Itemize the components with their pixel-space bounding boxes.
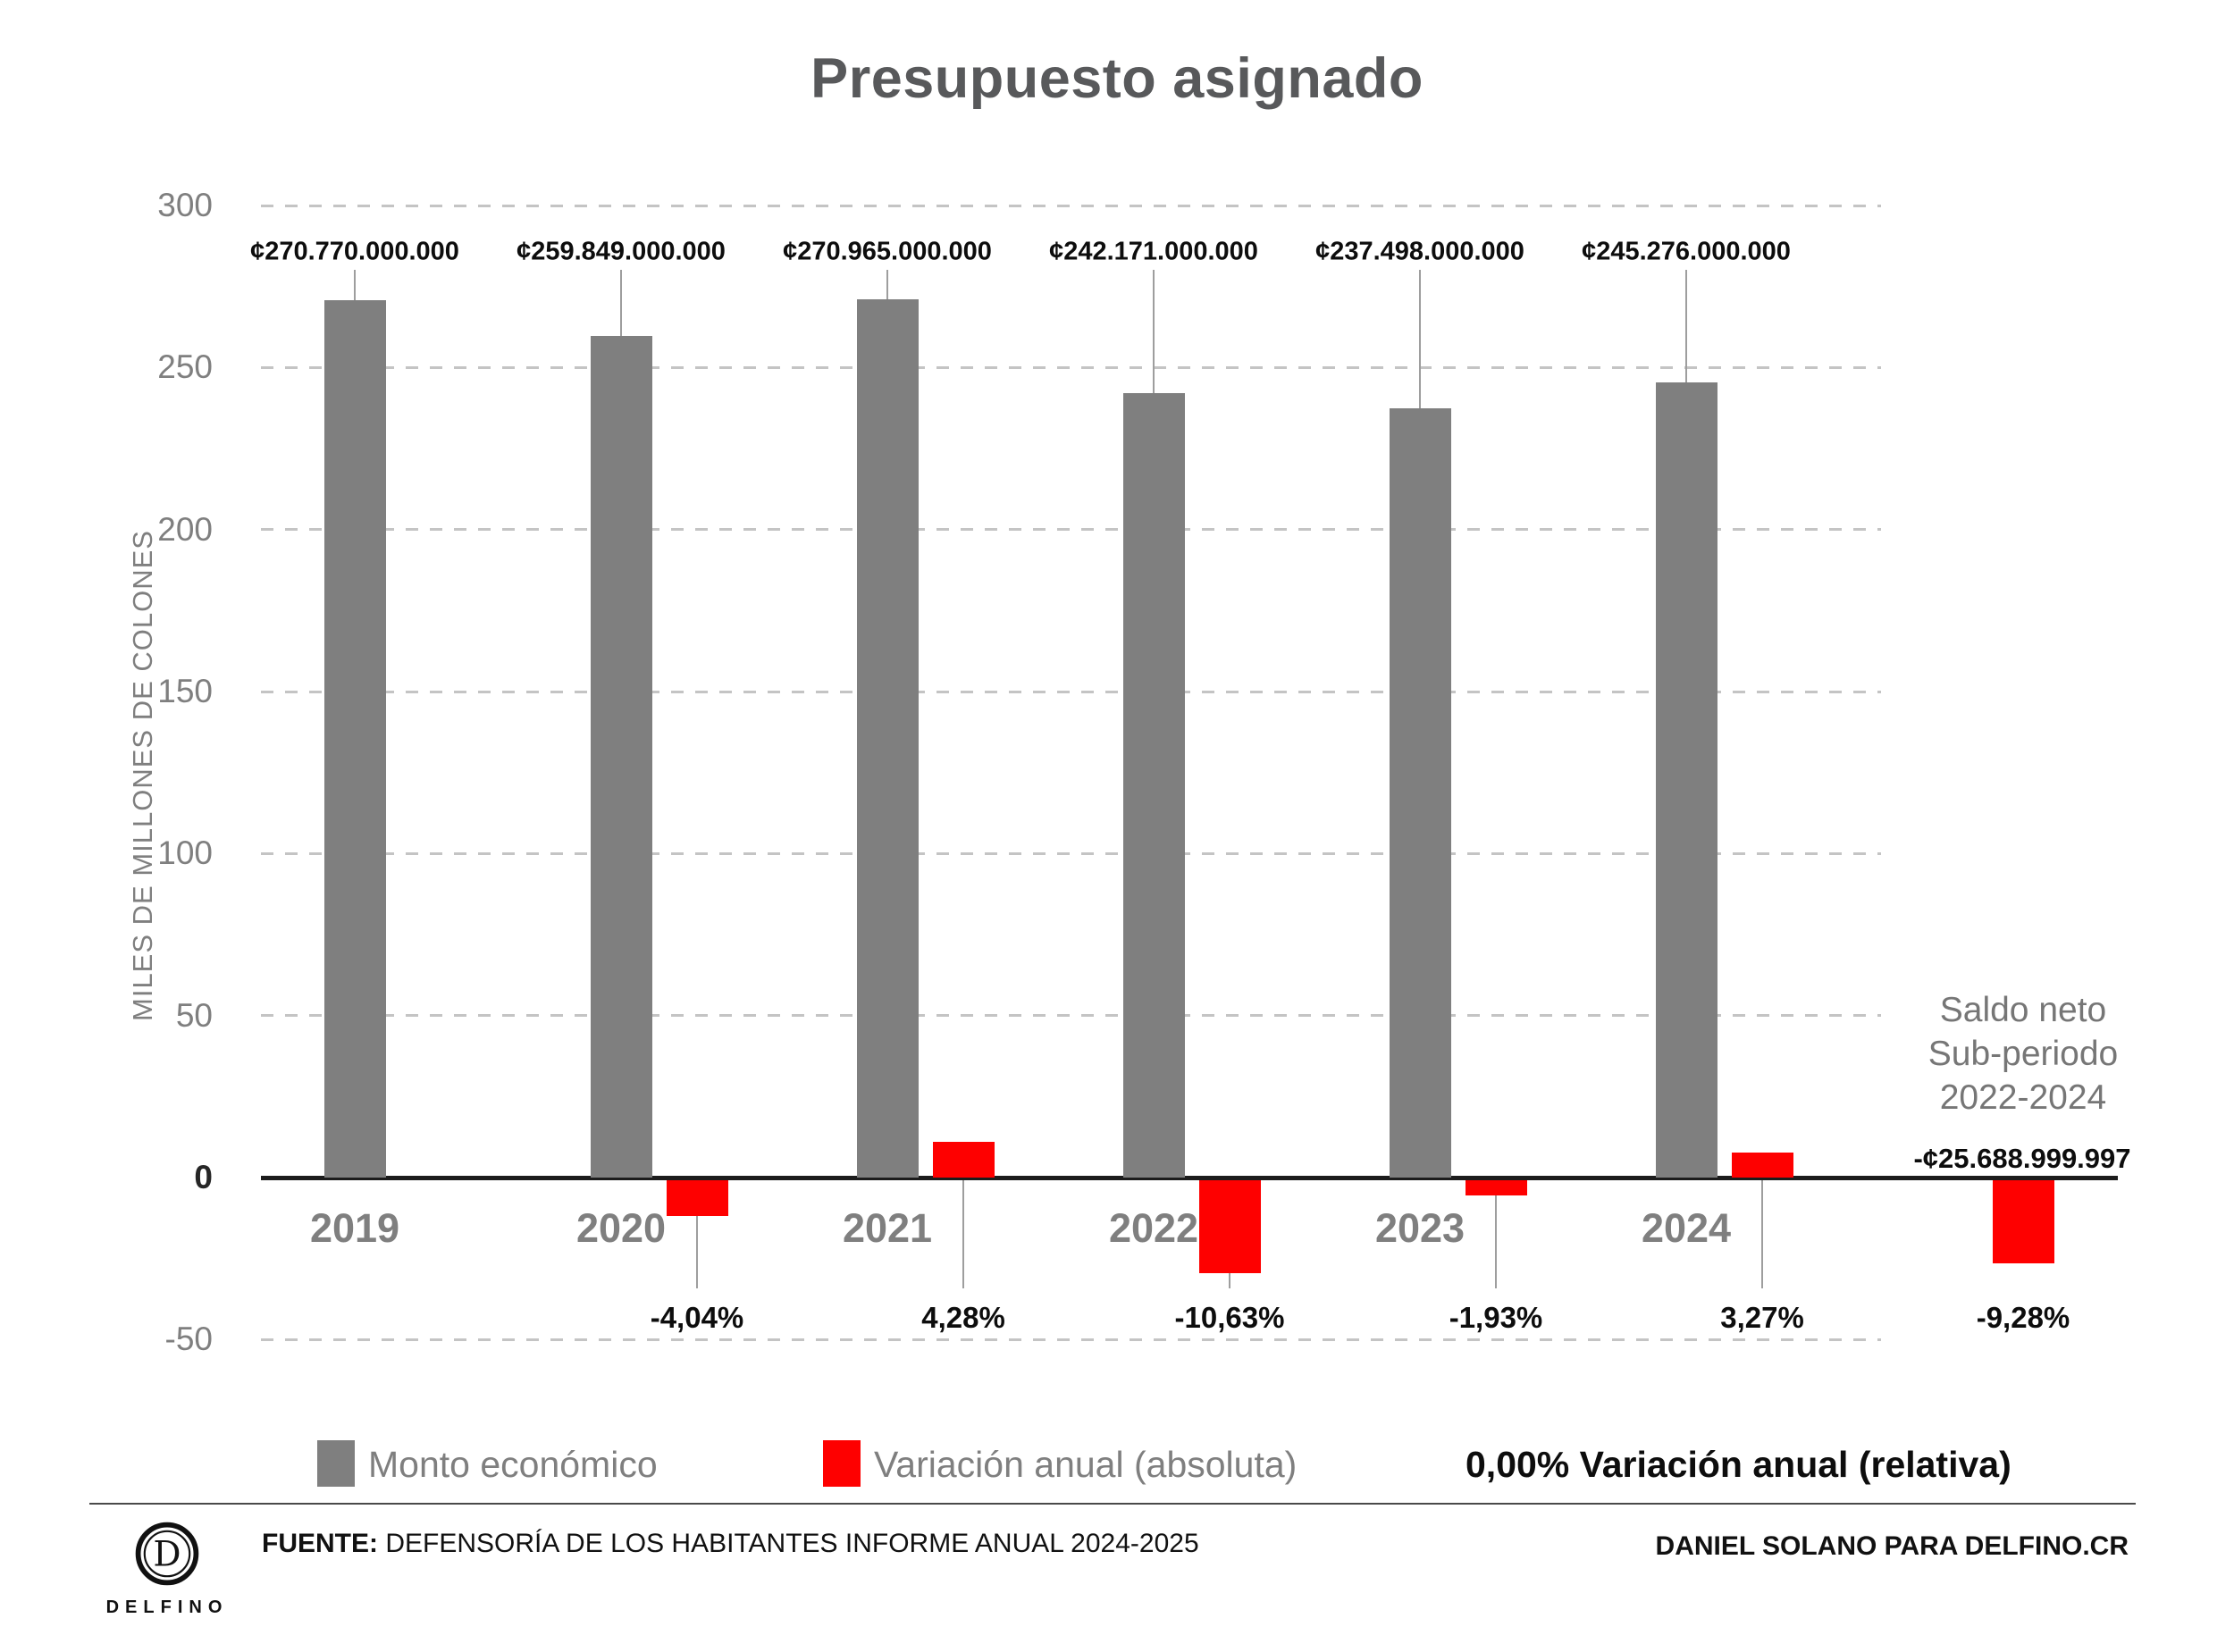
net-balance-line1: Saldo neto: [1939, 991, 2107, 1029]
bar-net-balance: [1993, 1180, 2054, 1263]
pct-leader-2021: [962, 1180, 964, 1288]
x-tick-label-2020: 2020: [575, 1205, 667, 1251]
gridline--50: [261, 1338, 1881, 1341]
chart-title: Presupuesto asignado: [810, 47, 1424, 110]
y-tick-label-150: 150: [157, 673, 213, 709]
bar-monto-2022: [1123, 393, 1185, 1178]
legend-label-relativa: 0,00% Variación anual (relativa): [1466, 1444, 2011, 1485]
pct-label-2023: -1,93%: [1449, 1301, 1543, 1334]
value-label-2024: ¢245.276.000.000: [1582, 237, 1791, 266]
pct-label-2022: -10,63%: [1174, 1301, 1285, 1334]
legend-swatch-monto: [317, 1440, 355, 1487]
pct-leader-2020: [696, 1216, 698, 1288]
x-tick-label-2024: 2024: [1641, 1205, 1732, 1251]
gridline-150: [261, 691, 1881, 693]
bar-monto-2019: [324, 300, 386, 1178]
value-label-2020: ¢259.849.000.000: [517, 237, 726, 266]
bar-variacion-2020: [667, 1180, 728, 1216]
source-text: DEFENSORÍA DE LOS HABITANTES INFORME ANU…: [385, 1529, 1199, 1558]
y-tick-label-200: 200: [157, 511, 213, 548]
net-balance-line3: 2022-2024: [1939, 1078, 2107, 1117]
net-balance-caption: Saldo neto Sub-periodo 2022-2024: [1928, 988, 2118, 1120]
legend-label-absoluta: Variación anual (absoluta): [874, 1444, 1298, 1485]
y-tick-label-300: 300: [157, 187, 213, 223]
author-credit: DANIEL SOLANO PARA DELFINO.CR: [1655, 1531, 2129, 1561]
source-note: FUENTE: DEFENSORÍA DE LOS HABITANTES INF…: [262, 1529, 1199, 1559]
pct-label-2024: 3,27%: [1720, 1301, 1804, 1334]
bar-monto-2021: [857, 299, 919, 1178]
net-balance-value: -¢25.688.999.997: [1913, 1143, 2131, 1174]
gridline-300: [261, 205, 1881, 207]
y-tick-label-0: 0: [194, 1159, 213, 1195]
value-leader-2021: [886, 270, 888, 299]
bar-monto-2024: [1656, 382, 1717, 1178]
net-balance-line2: Sub-periodo: [1927, 1035, 2119, 1073]
value-label-2023: ¢237.498.000.000: [1315, 237, 1524, 266]
value-leader-2019: [354, 270, 356, 300]
bar-variacion-2024: [1732, 1153, 1793, 1178]
x-tick-label-2022: 2022: [1108, 1205, 1199, 1251]
x-tick-label-2021: 2021: [842, 1205, 933, 1251]
value-leader-2024: [1685, 270, 1687, 382]
gridline-100: [261, 852, 1881, 855]
bar-monto-2023: [1390, 408, 1451, 1178]
pct-label-2021: 4,28%: [921, 1301, 1005, 1334]
bar-variacion-2022: [1199, 1180, 1261, 1273]
delfino-logo-icon: D: [135, 1522, 199, 1586]
value-label-2022: ¢242.171.000.000: [1049, 237, 1258, 266]
svg-text:D: D: [153, 1535, 181, 1575]
y-tick-label-100: 100: [157, 834, 213, 871]
value-leader-2020: [620, 270, 622, 336]
value-label-2019: ¢270.770.000.000: [250, 237, 459, 266]
pct-leader-2024: [1761, 1180, 1763, 1288]
y-tick-label-250: 250: [157, 348, 213, 385]
y-tick-label--50: -50: [164, 1321, 213, 1357]
pct-leader-2023: [1495, 1195, 1497, 1288]
bar-variacion-2021: [933, 1142, 995, 1178]
net-balance-percent: -9,28%: [1976, 1301, 2070, 1334]
bar-variacion-2023: [1466, 1180, 1527, 1195]
x-tick-label-2019: 2019: [309, 1205, 400, 1251]
delfino-logo-text: DELFINO: [105, 1597, 229, 1617]
value-label-2021: ¢270.965.000.000: [783, 237, 992, 266]
value-leader-2022: [1153, 270, 1155, 393]
value-leader-2023: [1419, 270, 1421, 408]
y-tick-label-50: 50: [175, 997, 213, 1034]
legend-swatch-absoluta: [823, 1440, 861, 1487]
gridline-50: [261, 1014, 1881, 1017]
footer-divider: [89, 1503, 2136, 1505]
legend-label-monto: Monto económico: [368, 1444, 658, 1485]
pct-leader-2022: [1229, 1273, 1230, 1288]
gridline-250: [261, 366, 1881, 369]
source-label: FUENTE:: [262, 1529, 378, 1558]
pct-label-2020: -4,04%: [650, 1301, 744, 1334]
zero-axis-line: [261, 1176, 2118, 1180]
gridline-200: [261, 528, 1881, 531]
bar-monto-2020: [591, 336, 652, 1178]
x-tick-label-2023: 2023: [1374, 1205, 1466, 1251]
